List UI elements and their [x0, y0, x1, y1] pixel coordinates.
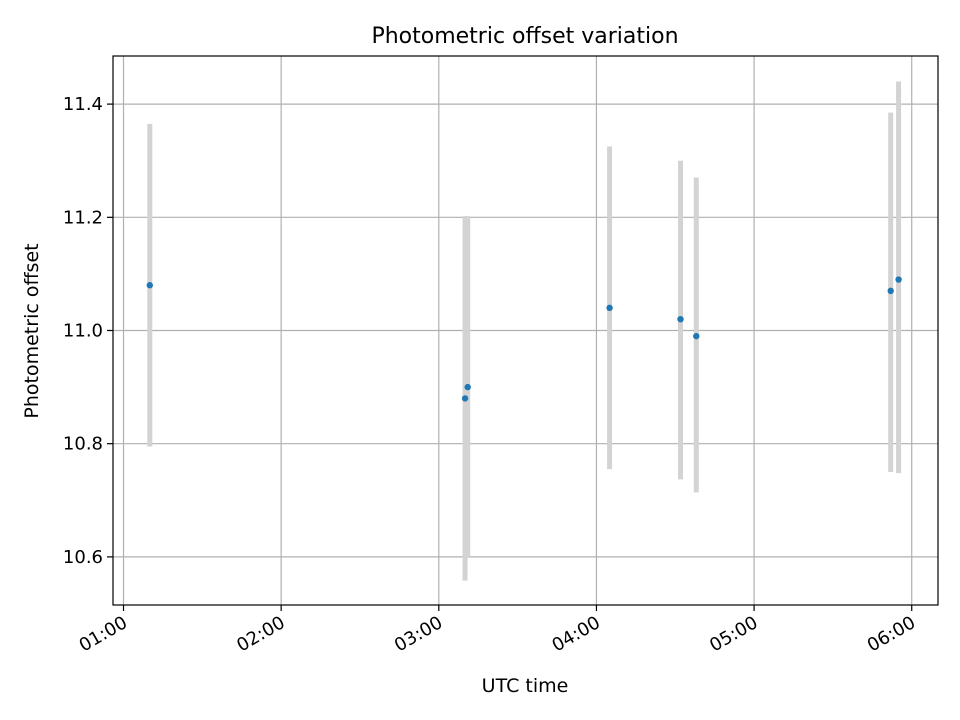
y-tick-label: 11.2 — [63, 207, 103, 228]
y-tick-label: 10.6 — [63, 547, 103, 568]
y-tick-label: 11.4 — [63, 94, 103, 115]
y-axis-label: Photometric offset — [21, 243, 43, 418]
data-point — [887, 287, 894, 295]
x-axis-label: UTC time — [482, 675, 569, 697]
grid — [113, 56, 938, 605]
data-point — [895, 276, 902, 283]
data-point — [464, 383, 471, 391]
chart-title: Photometric offset variation — [371, 24, 678, 49]
y-tick-label: 11.0 — [63, 321, 103, 342]
data-points — [146, 276, 902, 402]
data-point — [693, 332, 700, 340]
data-point — [677, 315, 684, 323]
y-axis-ticks: 10.6 10.8 11.0 11.2 11.4 — [63, 94, 113, 568]
data-point — [461, 395, 469, 402]
data-point — [146, 282, 153, 289]
y-tick-label: 10.8 — [63, 434, 103, 455]
data-point — [606, 304, 613, 312]
